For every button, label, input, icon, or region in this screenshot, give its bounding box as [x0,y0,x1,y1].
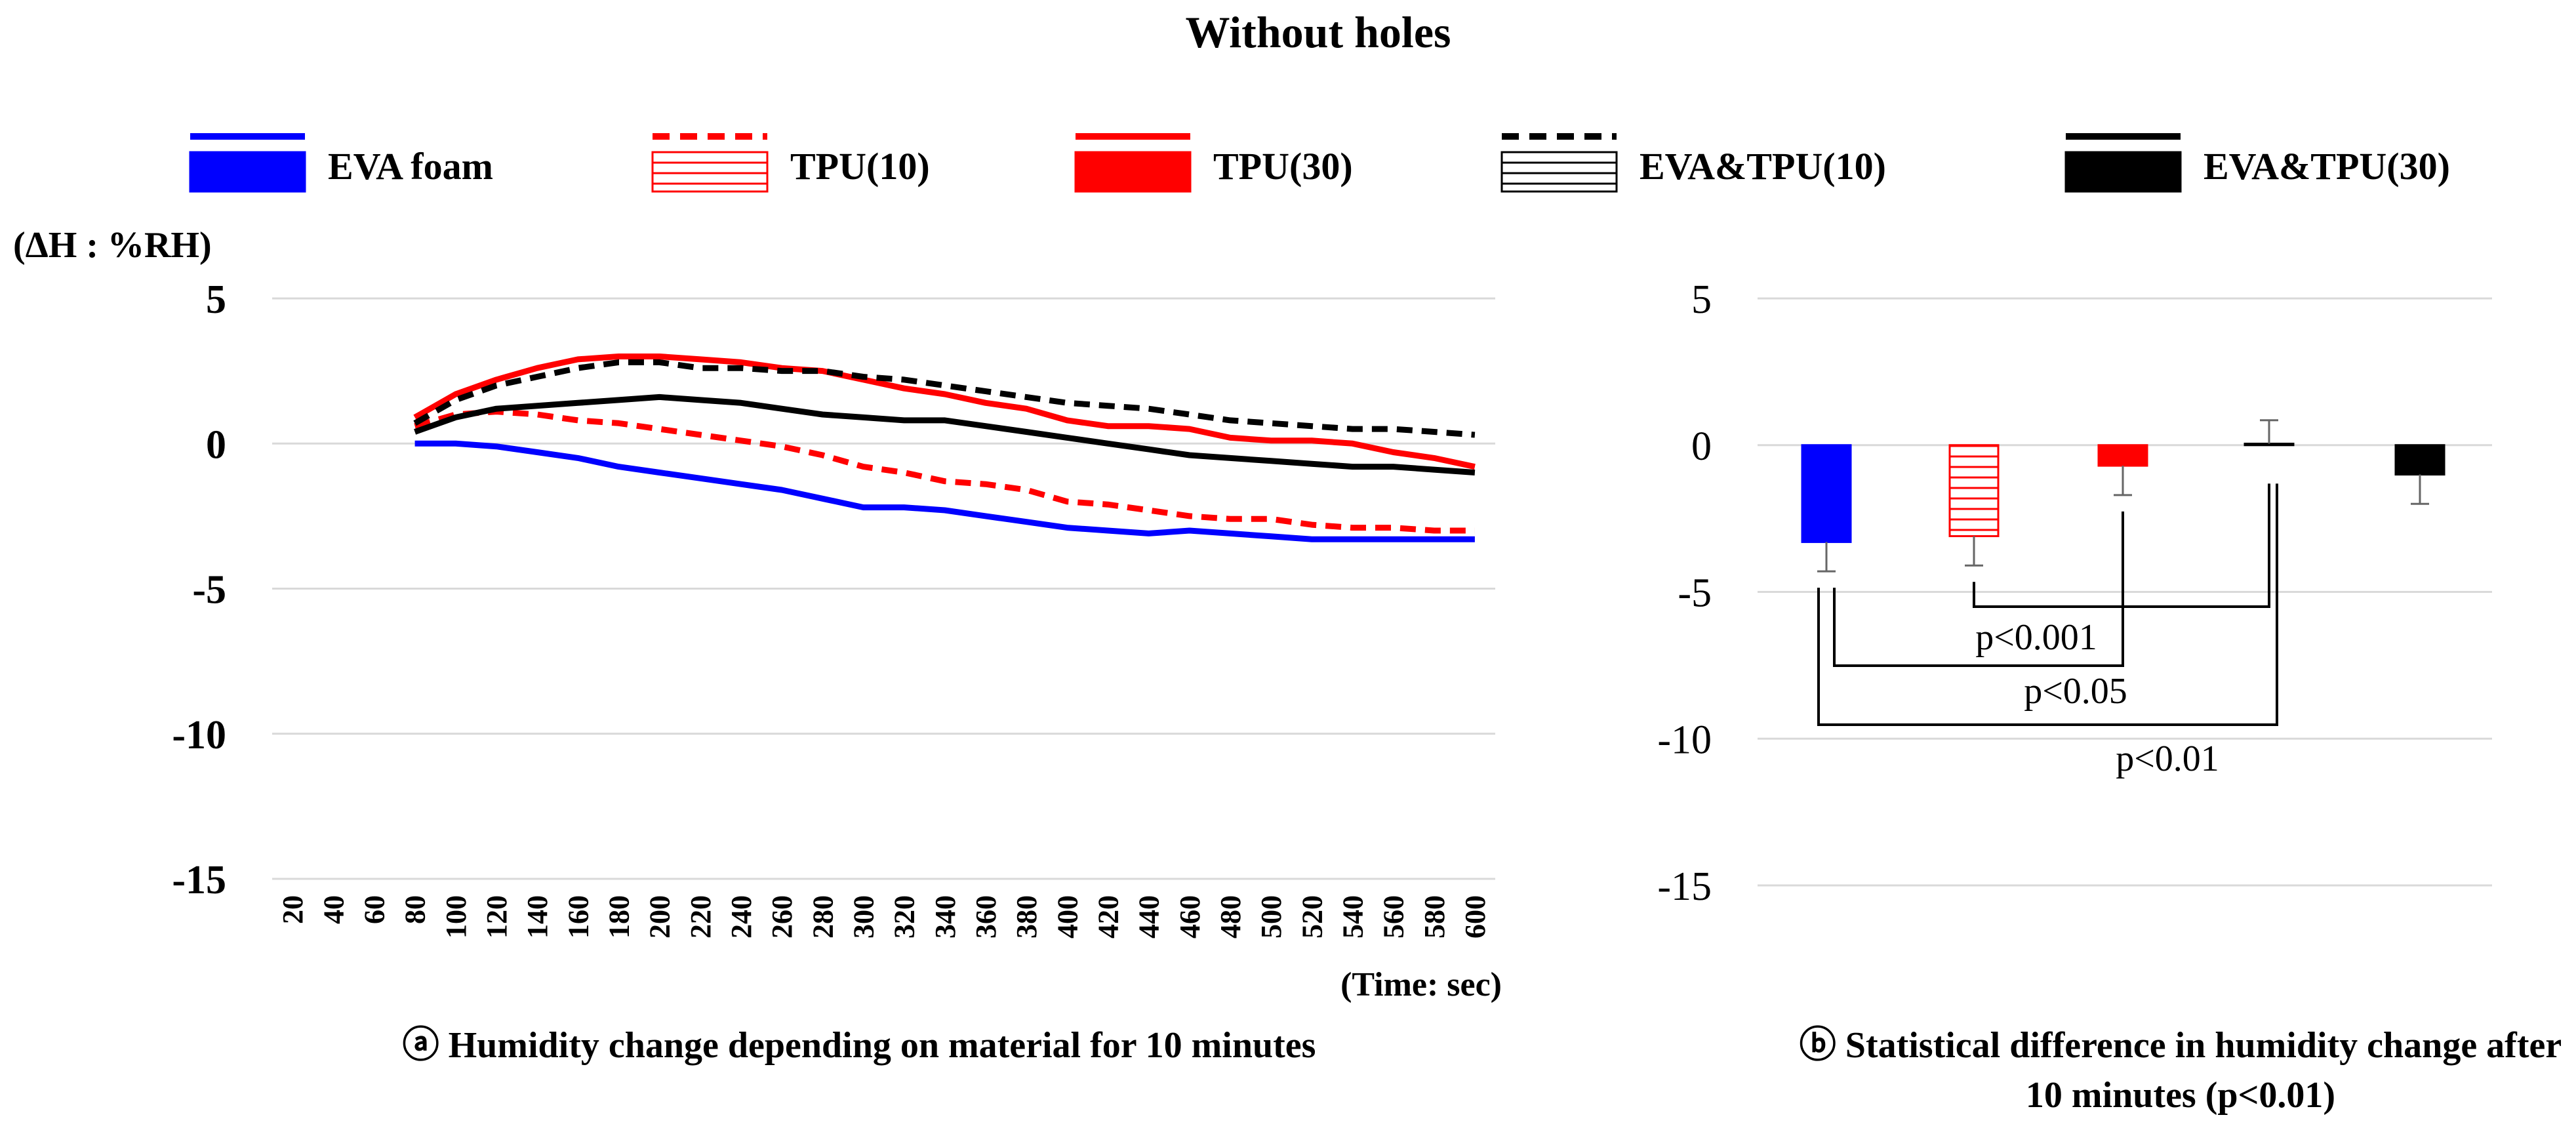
line-chart-y-tick-label: -15 [172,858,226,902]
legend-label: TPU(30) [1213,145,1353,188]
significance-bracket: p<0.05 [1833,511,2127,712]
line-chart-x-tick-label: 460 [1174,895,1206,939]
line-chart-x-tick-label: 580 [1419,895,1451,939]
line-chart-x-tick-label: 340 [929,895,961,939]
line-chart-x-tick-label: 400 [1051,895,1083,939]
bar-chart: 5 0 -5 -10 -15 p<0.001 p<0.05 p<0.01 ⓑ Statist… [1657,277,2562,1116]
series-line-eva-tpu-10- [413,359,1476,438]
legend-fill-swatch [651,151,769,193]
line-chart-x-tick-label: 420 [1092,895,1124,939]
line-chart-x-tick-label: 220 [685,895,717,939]
legend-item-tpu-10-: TPU(10) [651,133,930,193]
line-chart-x-tick-label: 320 [889,895,921,939]
line-chart-x-tick-label: 20 [277,895,309,924]
line-chart-x-tick-label: 240 [725,895,757,939]
line-chart-x-tick-label: 520 [1296,895,1328,939]
legend-item-eva-tpu-10-: EVA&TPU(10) [1500,133,1886,193]
bar-chart-y-ticks: 5 0 -5 -10 -15 [1657,277,1712,909]
bar-eva-tpu-10- [2244,443,2295,447]
line-chart-x-tick-label: 300 [847,895,879,939]
series-line-tpu-10- [414,409,1475,534]
bar-chart-annotations: p<0.001 p<0.05 p<0.01 [1817,483,2278,779]
bar-chart-bars [1801,419,2445,573]
significance-label: p<0.05 [2024,671,2127,712]
bar-chart-y-tick-label: -15 [1657,864,1712,909]
line-chart-x-tick-label: 280 [807,895,839,939]
line-chart-y-tick-label: 5 [206,277,226,322]
line-chart-x-tick-label: 560 [1378,895,1410,939]
line-chart-x-tick-label: 540 [1337,895,1369,939]
legend: EVA foam TPU(10) TPU(30) EVA&TPU(10) EVA&TPU… [189,133,2450,193]
significance-bracket-line [1817,483,2278,726]
line-chart-x-tick-label: 500 [1255,895,1287,939]
significance-label: p<0.001 [1975,617,2097,658]
legend-label: EVA&TPU(30) [2204,145,2450,188]
line-chart-caption: ⓐ Humidity change depending on material … [403,1025,1316,1066]
bar-eva-tpu-30- [2394,444,2445,475]
line-chart-y-tick-label: -5 [192,568,226,613]
line-chart-ylabel: (ΔH : %RH) [13,225,212,266]
line-chart-y-tick-label: 0 [206,422,226,467]
line-chart-x-tick-label: 480 [1215,895,1247,939]
line-chart-x-tick-label: 80 [399,895,432,924]
line-chart-series [413,354,1476,542]
line-chart-x-tick-label: 180 [603,895,635,939]
legend-fill-swatch [189,151,306,193]
bar-chart-grid [1758,297,2492,887]
significance-bracket-line [1833,511,2124,667]
line-chart-x-tick-label: 600 [1459,895,1491,939]
legend-label: TPU(10) [790,145,930,188]
legend-fill-swatch [2064,151,2182,193]
significance-label: p<0.01 [2116,738,2219,779]
line-chart-x-tick-label: 200 [644,895,676,939]
significance-bracket: p<0.01 [1817,483,2278,779]
line-chart-xlabel: (Time: sec) [1340,966,1502,1003]
bar-chart-y-tick-label: -5 [1678,571,1712,616]
line-chart-x-tick-label: 260 [766,895,798,939]
line-chart-x-tick-label: 360 [970,895,1002,939]
bar-eva-foam [1801,444,1852,543]
line-chart-x-tick-label: 440 [1133,895,1165,939]
legend-item-eva-foam: EVA foam [189,133,493,193]
line-chart-y-ticks: 5 0 -5 -10 -15 [172,277,226,902]
line-chart-x-tick-label: 380 [1011,895,1043,939]
line-chart-x-tick-label: 40 [317,895,350,924]
bar-chart-caption-line1: ⓑ Statistical difference in humidity cha… [1800,1025,2562,1066]
line-chart-x-tick-label: 140 [521,895,553,939]
bar-chart-y-tick-label: -10 [1657,718,1712,762]
line-chart-x-tick-label: 120 [481,895,513,939]
series-line-eva-foam [414,440,1475,542]
bar-chart-y-tick-label: 5 [1691,277,1712,322]
line-chart-x-tick-label: 160 [562,895,594,939]
bar-chart-caption-line2: 10 minutes (p<0.01) [2026,1075,2335,1116]
bar-chart-y-tick-label: 0 [1691,424,1712,469]
line-chart-x-tick-label: 100 [440,895,472,939]
legend-label: EVA foam [328,145,493,188]
line-chart-x-tick-label: 60 [358,895,390,924]
legend-label: EVA&TPU(10) [1640,145,1886,188]
series-line-tpu-30- [413,354,1476,470]
figure-title: Without holes [1186,7,1451,57]
legend-item-eva-tpu-30-: EVA&TPU(30) [2064,133,2450,193]
series-line-eva-tpu-30- [414,394,1476,475]
bar-tpu-10- [1948,444,2000,537]
legend-fill-swatch [1074,151,1192,193]
legend-item-tpu-30-: TPU(30) [1074,133,1353,193]
line-chart: (ΔH : %RH) 5 0 -5 -10 -15 20 40 60 80 100 120 140 1… [13,225,1502,1066]
line-chart-x-ticks: 20 40 60 80 100 120 140 160 180 200 220 240 260 280 30… [277,895,1491,939]
legend-fill-swatch [1500,151,1618,193]
bar-tpu-30- [2097,444,2148,467]
line-chart-y-tick-label: -10 [172,713,226,758]
